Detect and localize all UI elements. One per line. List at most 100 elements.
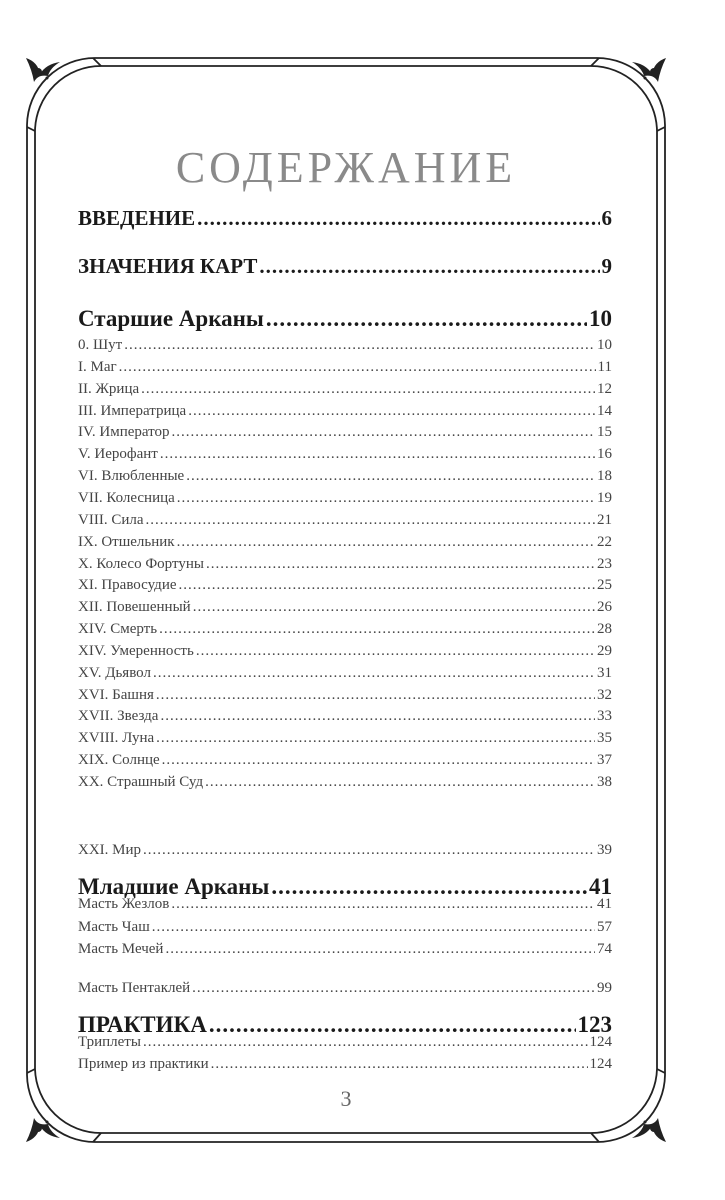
toc-entry-page: 25 [597, 577, 612, 594]
toc-entry-title: VI. Влюбленные [78, 468, 185, 485]
toc-entry[interactable]: V. Иерофант 16 [78, 446, 612, 463]
page-title: СОДЕРЖАНИЕ [175, 143, 517, 192]
toc-entry-title: IX. Отшельник [78, 533, 175, 550]
toc-entry-page: 21 [597, 511, 612, 528]
dot-leader [165, 941, 595, 958]
toc-entry[interactable]: I. Маг 11 [78, 359, 612, 376]
dot-leader [141, 381, 595, 398]
toc-entry[interactable]: Старшие Арканы 10 [78, 306, 612, 332]
toc-entry[interactable]: XV. Дьявол 31 [78, 665, 612, 682]
toc-entry[interactable]: XVI. Башня 32 [78, 687, 612, 704]
dot-leader [205, 774, 595, 791]
toc-entry-page: 15 [597, 424, 612, 441]
toc-entry[interactable]: XI. Правосудие 25 [78, 577, 612, 594]
toc-entry-page: 31 [597, 664, 612, 681]
dot-leader [211, 1056, 588, 1073]
dot-leader [156, 687, 595, 704]
toc-entry[interactable]: Младшие Арканы 41 [78, 874, 612, 900]
toc-entry[interactable]: XVIII. Луна 35 [78, 730, 612, 747]
toc-entry-title: ПРАКТИКА [78, 1012, 207, 1037]
toc-entry[interactable]: XII. Повешенный 26 [78, 599, 612, 616]
toc-entry[interactable]: XX. Страшный Суд 38 [78, 774, 612, 791]
dot-leader [143, 1034, 588, 1051]
toc-entry[interactable]: ЗНАЧЕНИЯ КАРТ 9 [78, 254, 612, 279]
toc-entry-page: 32 [597, 686, 612, 703]
toc-entry-page: 35 [597, 730, 612, 747]
toc-entry[interactable]: VIII. Сила 21 [78, 512, 612, 529]
dot-leader [171, 896, 595, 913]
dot-leader [197, 206, 599, 231]
dot-leader [196, 643, 595, 660]
toc-entry-page: 38 [597, 774, 612, 790]
toc-entry-title: IV. Император [78, 424, 170, 441]
toc-entry-page: 11 [597, 358, 612, 375]
toc-entry-title: X. Колесо Фортуны [78, 555, 204, 572]
toc-entry-page: 99 [597, 980, 612, 996]
dot-leader [156, 730, 595, 747]
toc-entry[interactable]: IV. Император 15 [78, 424, 612, 441]
dot-leader [146, 512, 596, 529]
toc-entry[interactable]: VI. Влюбленные 18 [78, 468, 612, 485]
toc-entry-title: VIII. Сила [78, 511, 144, 528]
toc-entry-page: 33 [597, 708, 612, 725]
toc-entry-page: 10 [589, 306, 612, 331]
toc-entry-title: XIV. Смерть [78, 621, 158, 638]
toc-entry[interactable]: 0. Шут 10 [78, 337, 612, 354]
dot-leader [172, 424, 595, 441]
toc-entry-page: 26 [597, 599, 612, 616]
dot-leader [186, 468, 595, 485]
toc-entry-page: 14 [597, 402, 612, 419]
toc-entry-page: 124 [589, 1056, 613, 1072]
toc-entry-title: XII. Повешенный [78, 599, 191, 616]
toc-entry[interactable]: ВВЕДЕНИЕ 6 [78, 206, 612, 231]
toc-entry[interactable]: II. Жрица 12 [78, 381, 612, 398]
toc-entry-page: 18 [597, 468, 612, 485]
dot-leader [162, 752, 595, 769]
toc-entry[interactable]: Масть Чаш 57 [78, 919, 612, 936]
toc-entry-title: XX. Страшный Суд [78, 774, 204, 790]
dot-leader [160, 708, 595, 725]
toc-entry-title: XI. Правосудие [78, 577, 177, 594]
toc-entry-title: Младшие Арканы [78, 874, 270, 899]
toc-entry-title: Масть Жезлов [78, 896, 170, 913]
toc-entry[interactable]: Масть Мечей 74 [78, 941, 612, 958]
toc-entry[interactable]: XIX. Солнце 37 [78, 752, 612, 769]
toc-entry-page: 23 [597, 555, 612, 572]
toc-entry[interactable]: III. Императрица 14 [78, 403, 612, 420]
toc-entry[interactable]: VII. Колесница 19 [78, 490, 612, 507]
dot-leader [206, 556, 595, 573]
toc-entry-title: Масть Пентаклей [78, 980, 191, 996]
toc-entry[interactable]: XXI. Мир 39 [78, 842, 612, 859]
toc-entry[interactable]: XIV. Смерть 28 [78, 621, 612, 638]
toc-entry-page: 22 [597, 533, 612, 550]
toc-entry[interactable]: ПРАКТИКА 123 [78, 1012, 612, 1038]
toc-entry[interactable]: XVII. Звезда 33 [78, 708, 612, 725]
dot-leader [177, 534, 595, 551]
toc-entry[interactable]: X. Колесо Фортуны 23 [78, 556, 612, 573]
toc-entry-title: Пример из практики [78, 1056, 209, 1072]
toc-entry-page: 16 [597, 446, 612, 463]
toc-entry[interactable]: Масть Пентаклей 99 [78, 980, 612, 997]
toc-entry-title: XXI. Мир [78, 842, 142, 858]
toc-entry-title: Триплеты [78, 1034, 141, 1050]
toc-entry[interactable]: Триплеты 124 [78, 1034, 612, 1051]
corner-ornament-icons [26, 58, 666, 1142]
toc-entry-page: 28 [597, 621, 612, 638]
toc-entry-title: XVIII. Луна [78, 730, 155, 747]
toc-entry-page: 124 [589, 1034, 613, 1050]
dot-leader [119, 359, 596, 376]
toc-entry-page: 74 [597, 940, 612, 957]
toc-entry-page: 12 [597, 380, 612, 397]
dot-leader [179, 577, 595, 594]
dot-leader [193, 599, 595, 616]
toc-entry-page: 9 [601, 254, 613, 278]
toc-entry[interactable]: Пример из практики 124 [78, 1056, 612, 1073]
dot-leader [152, 919, 595, 936]
toc-entry-page: 41 [589, 874, 612, 899]
toc-entry-title: XV. Дьявол [78, 664, 151, 681]
toc-entry[interactable]: IX. Отшельник 22 [78, 534, 612, 551]
toc-entry[interactable]: Масть Жезлов 41 [78, 896, 612, 913]
toc-entry[interactable]: XIV. Умеренность 29 [78, 643, 612, 660]
toc-entry-page: 123 [577, 1012, 613, 1037]
